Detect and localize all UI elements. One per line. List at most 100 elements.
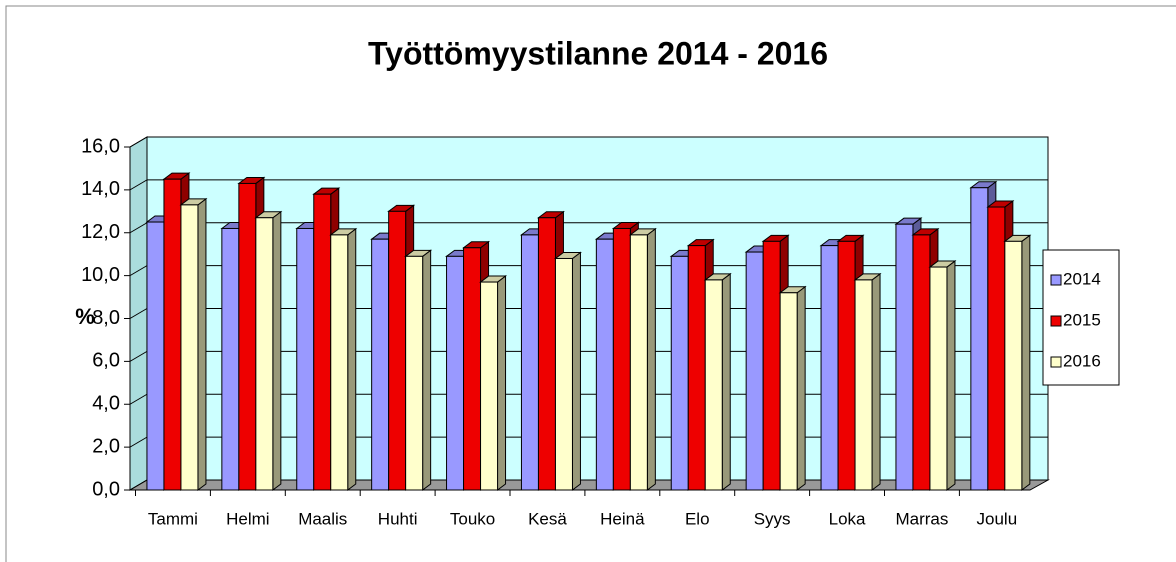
legend-label: 2014 — [1063, 269, 1101, 288]
x-tick-label: Touko — [450, 509, 495, 528]
x-tick-label: Maalis — [298, 509, 347, 528]
bar-front — [221, 227, 240, 491]
bar-side — [272, 210, 282, 491]
x-tick-label: Elo — [685, 509, 710, 528]
y-tick-label: 14,0 — [81, 178, 120, 200]
x-tick-label: Joulu — [977, 509, 1018, 528]
bar-front — [704, 279, 723, 491]
chart-frame — [5, 5, 1176, 562]
bar-front — [480, 281, 499, 491]
bar-front — [820, 245, 839, 491]
grid-line-side — [129, 179, 148, 191]
x-tick-label: Heinä — [600, 509, 645, 528]
bar-front — [837, 240, 856, 491]
bar-front — [163, 178, 182, 491]
bar-front — [388, 210, 407, 491]
bar-front — [313, 193, 332, 491]
bar-front — [629, 234, 648, 491]
grid-line-side — [129, 136, 148, 148]
bar-side — [646, 227, 656, 491]
bar-front — [762, 240, 781, 491]
y-tick-label: 10,0 — [81, 264, 120, 286]
bar-front — [912, 234, 931, 491]
bar-front — [146, 221, 165, 491]
chart-title: Työttömyystilanne 2014 - 2016 — [368, 35, 828, 71]
x-tick-label: Kesä — [528, 509, 567, 528]
bar-front — [595, 238, 614, 491]
bar-front — [554, 257, 573, 491]
bar-front — [779, 292, 798, 491]
grid-line-side — [129, 222, 148, 234]
bar — [928, 260, 957, 491]
bar-side — [796, 285, 806, 491]
bar-front — [537, 217, 556, 491]
bar-front — [670, 255, 689, 491]
bar-front — [296, 227, 315, 491]
y-tick-label: 4,0 — [92, 393, 120, 415]
bar-front — [854, 279, 873, 491]
grid-line-side — [129, 436, 148, 448]
bar-front — [371, 238, 390, 491]
x-tick-label: Marras — [895, 509, 948, 528]
y-tick-label: 6,0 — [92, 350, 120, 372]
bar-front — [330, 234, 349, 491]
bar-front — [612, 227, 631, 491]
bar — [778, 285, 807, 491]
y-axis-label: % — [75, 304, 95, 329]
bar-side — [571, 251, 581, 491]
grid-line-side — [129, 265, 148, 277]
bar-front — [895, 223, 914, 491]
bar-front — [1004, 240, 1023, 491]
legend-swatch — [1050, 274, 1062, 286]
bar-side — [197, 197, 207, 491]
x-tick-label: Huhti — [378, 509, 418, 528]
bar — [329, 227, 358, 491]
bar-side — [946, 260, 956, 491]
bar — [628, 227, 657, 491]
bar-front — [405, 255, 424, 491]
bar — [254, 210, 283, 491]
bar-front — [463, 247, 482, 491]
y-tick-label: 8,0 — [92, 307, 120, 329]
bar-front — [987, 206, 1006, 491]
bar-front — [446, 255, 465, 491]
grid-line-side — [129, 350, 148, 362]
x-tick-label: Tammi — [148, 509, 198, 528]
bar-front — [255, 217, 274, 491]
bar-front — [180, 204, 199, 491]
bar-side — [422, 249, 432, 491]
bar-front — [929, 266, 948, 491]
legend-swatch — [1050, 356, 1062, 368]
bar-front — [520, 234, 539, 491]
bar-side — [871, 272, 881, 491]
legend-swatch — [1050, 315, 1062, 327]
legend-label: 2016 — [1063, 351, 1101, 370]
y-tick-label: 0,0 — [92, 478, 120, 500]
bar — [479, 275, 508, 491]
bar — [703, 272, 732, 491]
x-tick-label: Syys — [754, 509, 791, 528]
bar-front — [238, 182, 257, 491]
bar — [853, 272, 882, 491]
bar-front — [745, 251, 764, 491]
y-tick-label: 16,0 — [81, 135, 120, 157]
x-tick-label: Loka — [829, 509, 866, 528]
bar-side — [347, 227, 357, 491]
x-tick-label: Helmi — [226, 509, 269, 528]
grid-line-side — [129, 308, 148, 319]
bar-front — [687, 245, 706, 491]
legend-label: 2015 — [1063, 310, 1101, 329]
y-tick-label: 2,0 — [92, 435, 120, 457]
bar — [1003, 234, 1032, 491]
bar-side — [497, 275, 507, 491]
bar — [553, 251, 582, 491]
bar — [404, 249, 433, 491]
grid-line-side — [129, 479, 148, 491]
bar-front — [970, 187, 989, 491]
grid-line-side — [129, 393, 148, 405]
bar-side — [721, 272, 731, 491]
bar-side — [1021, 234, 1031, 491]
bar — [179, 197, 208, 491]
y-tick-label: 12,0 — [81, 221, 120, 243]
